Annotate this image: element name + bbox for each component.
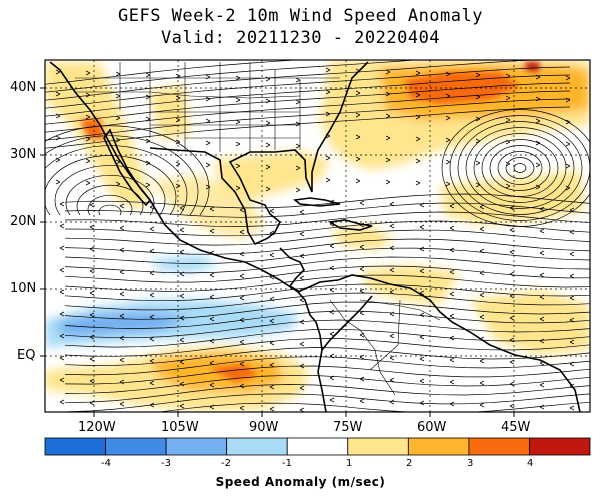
latlon-gridlines	[45, 60, 590, 412]
colorbar-label-neg2: -2	[221, 458, 231, 469]
wind-streamlines	[45, 60, 590, 412]
colorbar-label-4: 4	[527, 458, 534, 469]
lat-label-30n: 30N	[10, 147, 37, 162]
lon-label-90w: 90W	[249, 420, 279, 435]
colorbar-title: Speed Anomaly (m/sec)	[215, 475, 386, 489]
lon-label-105w: 105W	[161, 420, 199, 435]
chart-title-line1: GEFS Week-2 10m Wind Speed Anomaly	[118, 6, 483, 26]
lat-label-20n: 20N	[10, 214, 37, 229]
lat-label-10n: 10N	[10, 281, 37, 296]
colorbar-swatch	[226, 437, 288, 456]
anomaly-shading	[45, 60, 590, 412]
colorbar-swatch	[529, 437, 591, 456]
colorbar-label-neg3: -3	[161, 458, 171, 469]
chart-title-line2: Valid: 20211230 - 20220404	[160, 28, 441, 48]
colorbar	[44, 437, 591, 456]
colorbar-label-1: 1	[346, 458, 353, 469]
lon-label-120w: 120W	[78, 420, 116, 435]
lon-label-75w: 75W	[333, 420, 363, 435]
colorbar-swatch	[105, 437, 167, 456]
colorbar-swatch	[347, 437, 409, 456]
lon-label-45w: 45W	[501, 420, 531, 435]
colorbar-swatch	[165, 437, 228, 456]
axis-ticks	[40, 87, 515, 417]
map-frame	[44, 59, 591, 413]
colorbar-label-2: 2	[406, 458, 413, 469]
lon-label-60w: 60W	[417, 420, 447, 435]
colorbar-swatch	[407, 437, 470, 456]
colorbar-label-neg1: -1	[282, 458, 292, 469]
colorbar-swatch	[468, 437, 530, 456]
colorbar-swatch	[44, 437, 106, 456]
lat-label-eq: EQ	[17, 348, 36, 363]
map-plot-area	[45, 60, 590, 412]
colorbar-label-3: 3	[467, 458, 474, 469]
lat-label-40n: 40N	[10, 80, 37, 95]
colorbar-label-neg4: -4	[101, 458, 111, 469]
coastlines	[49, 61, 581, 412]
colorbar-swatch	[286, 437, 349, 456]
